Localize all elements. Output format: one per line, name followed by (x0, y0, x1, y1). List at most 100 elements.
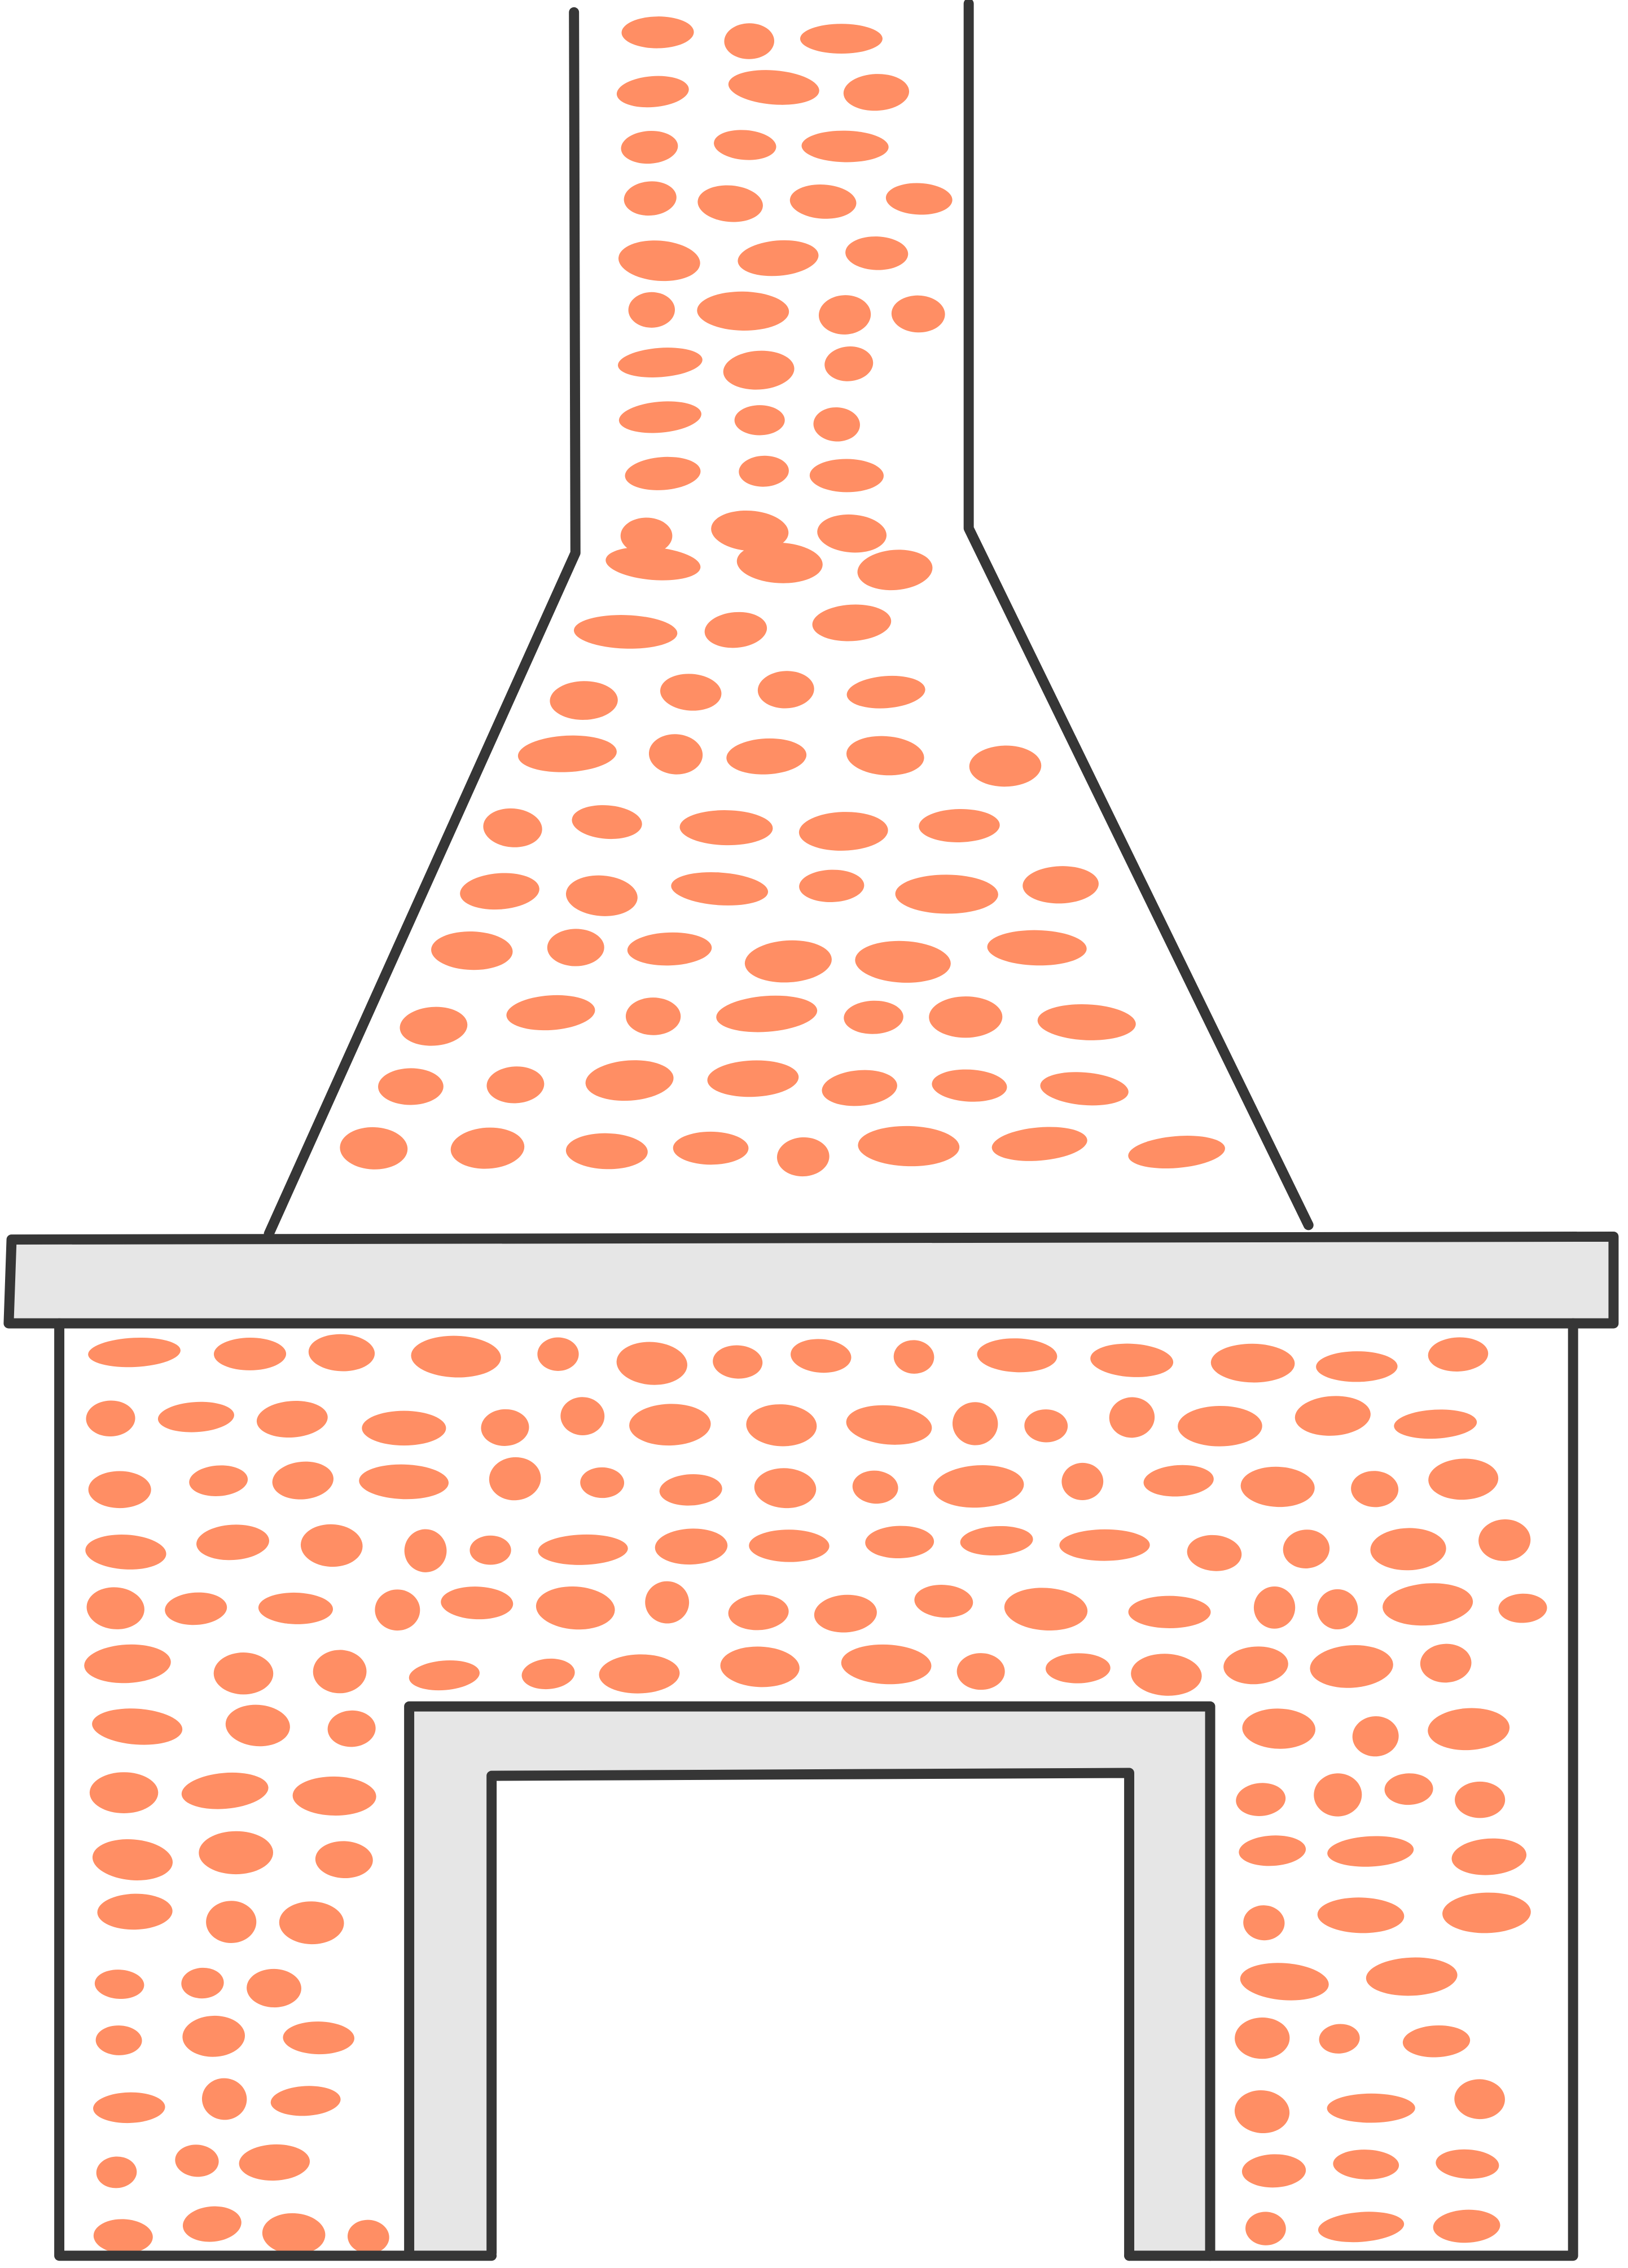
brick (1294, 1396, 1371, 1436)
brick (977, 1338, 1057, 1373)
brick (1327, 2093, 1415, 2123)
brick (800, 24, 883, 54)
brick (93, 2092, 165, 2124)
brick (846, 736, 924, 776)
brick (671, 872, 769, 906)
brick (1451, 1838, 1527, 1875)
brick (1351, 1471, 1399, 1507)
brick (1433, 2209, 1500, 2243)
brick (196, 1524, 269, 1561)
brick (736, 542, 823, 583)
brick (1245, 2212, 1286, 2245)
brick (991, 1127, 1087, 1161)
brick (89, 1772, 159, 1813)
brick (1004, 1588, 1088, 1631)
brick (969, 745, 1042, 787)
brick (757, 671, 814, 709)
brick (801, 130, 889, 162)
brick (1023, 866, 1099, 904)
brick (744, 940, 832, 983)
brick (1314, 1773, 1362, 1817)
brick (239, 2144, 310, 2181)
brick (262, 2213, 326, 2255)
brick (824, 346, 874, 381)
firebox-surround (409, 1706, 1210, 2253)
brick (1366, 1957, 1458, 1996)
brick (987, 930, 1087, 966)
brick (1090, 1343, 1174, 1377)
brick (1383, 1583, 1473, 1626)
brick (628, 292, 675, 328)
brick (189, 1465, 248, 1496)
brick (1240, 1466, 1315, 1507)
brick (213, 1338, 287, 1370)
brick (895, 874, 998, 914)
brick (739, 455, 789, 487)
brick (1455, 1781, 1506, 1818)
brick (1319, 2024, 1360, 2054)
brick (182, 2015, 245, 2057)
brick (486, 1066, 545, 1104)
brick (846, 1405, 932, 1445)
brick (327, 1710, 376, 1747)
brick (660, 674, 722, 711)
brick (1317, 1897, 1405, 1933)
brick (629, 1404, 711, 1446)
brick (728, 1594, 789, 1630)
brick (754, 1468, 817, 1509)
chimney-right-edge (963, 0, 1314, 1230)
brick (517, 735, 617, 772)
brick (550, 681, 618, 720)
body-left-edge (54, 1318, 497, 2261)
brick (1128, 1136, 1225, 1169)
brick (96, 2156, 137, 2188)
brick (279, 1901, 344, 1945)
brick (625, 997, 681, 1035)
brick (1428, 1458, 1499, 1500)
brick (697, 291, 789, 331)
brick (460, 873, 539, 910)
brick (580, 1467, 625, 1498)
brick (809, 459, 884, 493)
brick (620, 517, 673, 555)
brick (707, 1060, 799, 1097)
brick (617, 348, 703, 377)
brick (734, 405, 785, 436)
brick (182, 2206, 242, 2242)
brick (1128, 1595, 1211, 1629)
mantel-shelf (11, 1240, 1614, 1322)
brick (956, 1653, 1005, 1690)
brick (450, 1127, 525, 1169)
brick (1131, 1654, 1202, 1696)
brick (893, 1340, 934, 1374)
brick (648, 734, 703, 775)
brick (88, 1338, 181, 1368)
brick (1333, 2150, 1399, 2180)
brick (673, 1131, 749, 1165)
brick (92, 1839, 173, 1880)
outlines (3, 0, 1619, 2261)
surround-outer (404, 1701, 1215, 2261)
brick (1241, 2154, 1306, 2188)
brick (340, 1127, 408, 1170)
brick (655, 1528, 728, 1565)
brick (375, 1589, 420, 1631)
brick (1316, 1351, 1398, 1382)
brick (798, 812, 888, 851)
brick (1223, 1646, 1288, 1685)
brick (270, 2086, 341, 2116)
brick (1061, 1462, 1104, 1501)
brick (723, 350, 795, 390)
brick (618, 240, 700, 282)
brick (812, 604, 892, 641)
brick (157, 1401, 234, 1432)
brick (914, 1585, 973, 1618)
brick (711, 510, 789, 551)
brick (865, 1526, 934, 1559)
brick (272, 1461, 334, 1500)
brick (605, 547, 701, 581)
brick (400, 1006, 468, 1046)
brick (846, 675, 925, 709)
brick (1235, 2017, 1290, 2059)
brick (720, 1646, 800, 1687)
